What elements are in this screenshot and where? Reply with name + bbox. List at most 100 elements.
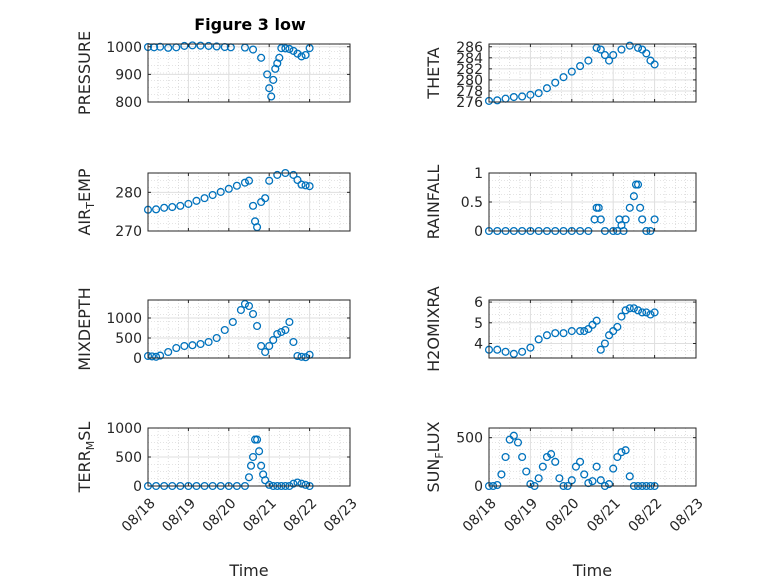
data-point	[625, 472, 634, 481]
data-point	[297, 52, 306, 61]
data-point	[592, 462, 601, 471]
data-point	[567, 327, 576, 336]
panel-top-left: 800 900 1000 PRESSURE	[75, 31, 351, 115]
axes-box	[488, 43, 697, 103]
data-point	[289, 337, 298, 347]
data-point	[301, 480, 310, 489]
y-tick-label: 282	[456, 62, 483, 78]
data-point	[281, 325, 290, 335]
data-point	[650, 308, 659, 317]
data-point	[236, 305, 245, 315]
data-point	[594, 203, 603, 212]
data-point	[642, 308, 651, 317]
y-tick-label: 6	[474, 295, 483, 311]
data-point	[493, 96, 502, 105]
y-tick-label: 500	[115, 450, 142, 466]
data-point	[257, 197, 266, 207]
data-point	[265, 176, 274, 185]
data-point	[588, 320, 597, 329]
data-point	[636, 203, 645, 212]
data-point	[650, 60, 659, 69]
axes-box	[488, 299, 697, 359]
data-point	[244, 176, 254, 185]
data-point	[605, 56, 614, 65]
y-tick-label: 0	[133, 351, 142, 367]
data-point	[625, 41, 634, 50]
data-point	[584, 56, 593, 65]
minor-grid	[147, 299, 351, 359]
data-point	[646, 310, 655, 319]
data-point	[285, 44, 294, 54]
y-tick-label: 1	[474, 166, 483, 182]
data-point	[625, 304, 634, 313]
data-point	[224, 184, 233, 193]
data-point	[176, 201, 185, 210]
y-tick-label: 0.5	[461, 195, 483, 211]
data-point	[493, 345, 502, 354]
data-point	[255, 447, 264, 456]
y-axis-label-rest: SL	[75, 422, 94, 441]
data-point	[253, 435, 262, 444]
data-point	[204, 337, 213, 347]
y-tick-label: 1000	[106, 421, 142, 437]
data-point	[196, 339, 205, 349]
data-point	[273, 170, 282, 179]
data-point	[261, 347, 270, 357]
data-point	[580, 470, 589, 479]
data-point	[625, 203, 634, 212]
data-point	[567, 67, 576, 76]
data-point	[261, 194, 270, 203]
data-point	[551, 78, 560, 87]
data-point	[248, 309, 258, 319]
data-point	[542, 84, 552, 93]
data-point	[534, 474, 543, 483]
data-point	[621, 446, 630, 455]
x-tick-label: 08/19	[159, 495, 199, 535]
data-point	[538, 462, 547, 471]
series-markers	[143, 168, 314, 232]
minor-grid	[147, 43, 351, 103]
data-point	[600, 339, 609, 348]
data-point	[265, 84, 274, 93]
data-point	[576, 327, 585, 336]
data-point	[232, 181, 241, 190]
y-tick-label: 5	[474, 316, 483, 332]
data-point	[257, 341, 266, 351]
data-point	[172, 343, 181, 353]
data-point	[248, 452, 258, 462]
data-point	[592, 316, 601, 325]
data-point	[212, 333, 221, 343]
data-point	[200, 194, 209, 203]
data-point	[571, 462, 580, 471]
data-point	[592, 43, 601, 52]
data-point	[596, 345, 605, 354]
y-axis-label-main: THETA	[424, 47, 443, 99]
series-markers	[484, 304, 659, 358]
data-point	[576, 62, 585, 71]
data-point	[526, 480, 535, 489]
data-point	[584, 479, 593, 488]
data-point	[650, 215, 659, 224]
data-point	[184, 199, 193, 208]
data-point	[301, 50, 310, 60]
y-axis-label-main: PRESSURE	[75, 31, 94, 115]
data-point	[638, 215, 647, 224]
data-point	[613, 452, 622, 462]
y-axis-label-rest: EMP	[75, 168, 94, 202]
data-point	[588, 477, 597, 486]
data-point	[204, 41, 213, 50]
data-point	[501, 94, 510, 103]
x-tick-label: 08/21	[584, 495, 624, 535]
data-point	[248, 201, 258, 210]
x-tick-label: 08/22	[280, 495, 320, 535]
data-point	[518, 92, 527, 101]
data-point	[156, 351, 165, 360]
panel-row3-right: 4 5 6 H2OMIXRA	[424, 286, 697, 372]
data-point	[534, 89, 543, 98]
data-point	[522, 467, 531, 476]
data-point	[629, 304, 638, 313]
y-tick-label: 286	[456, 40, 483, 56]
data-point	[257, 461, 266, 470]
